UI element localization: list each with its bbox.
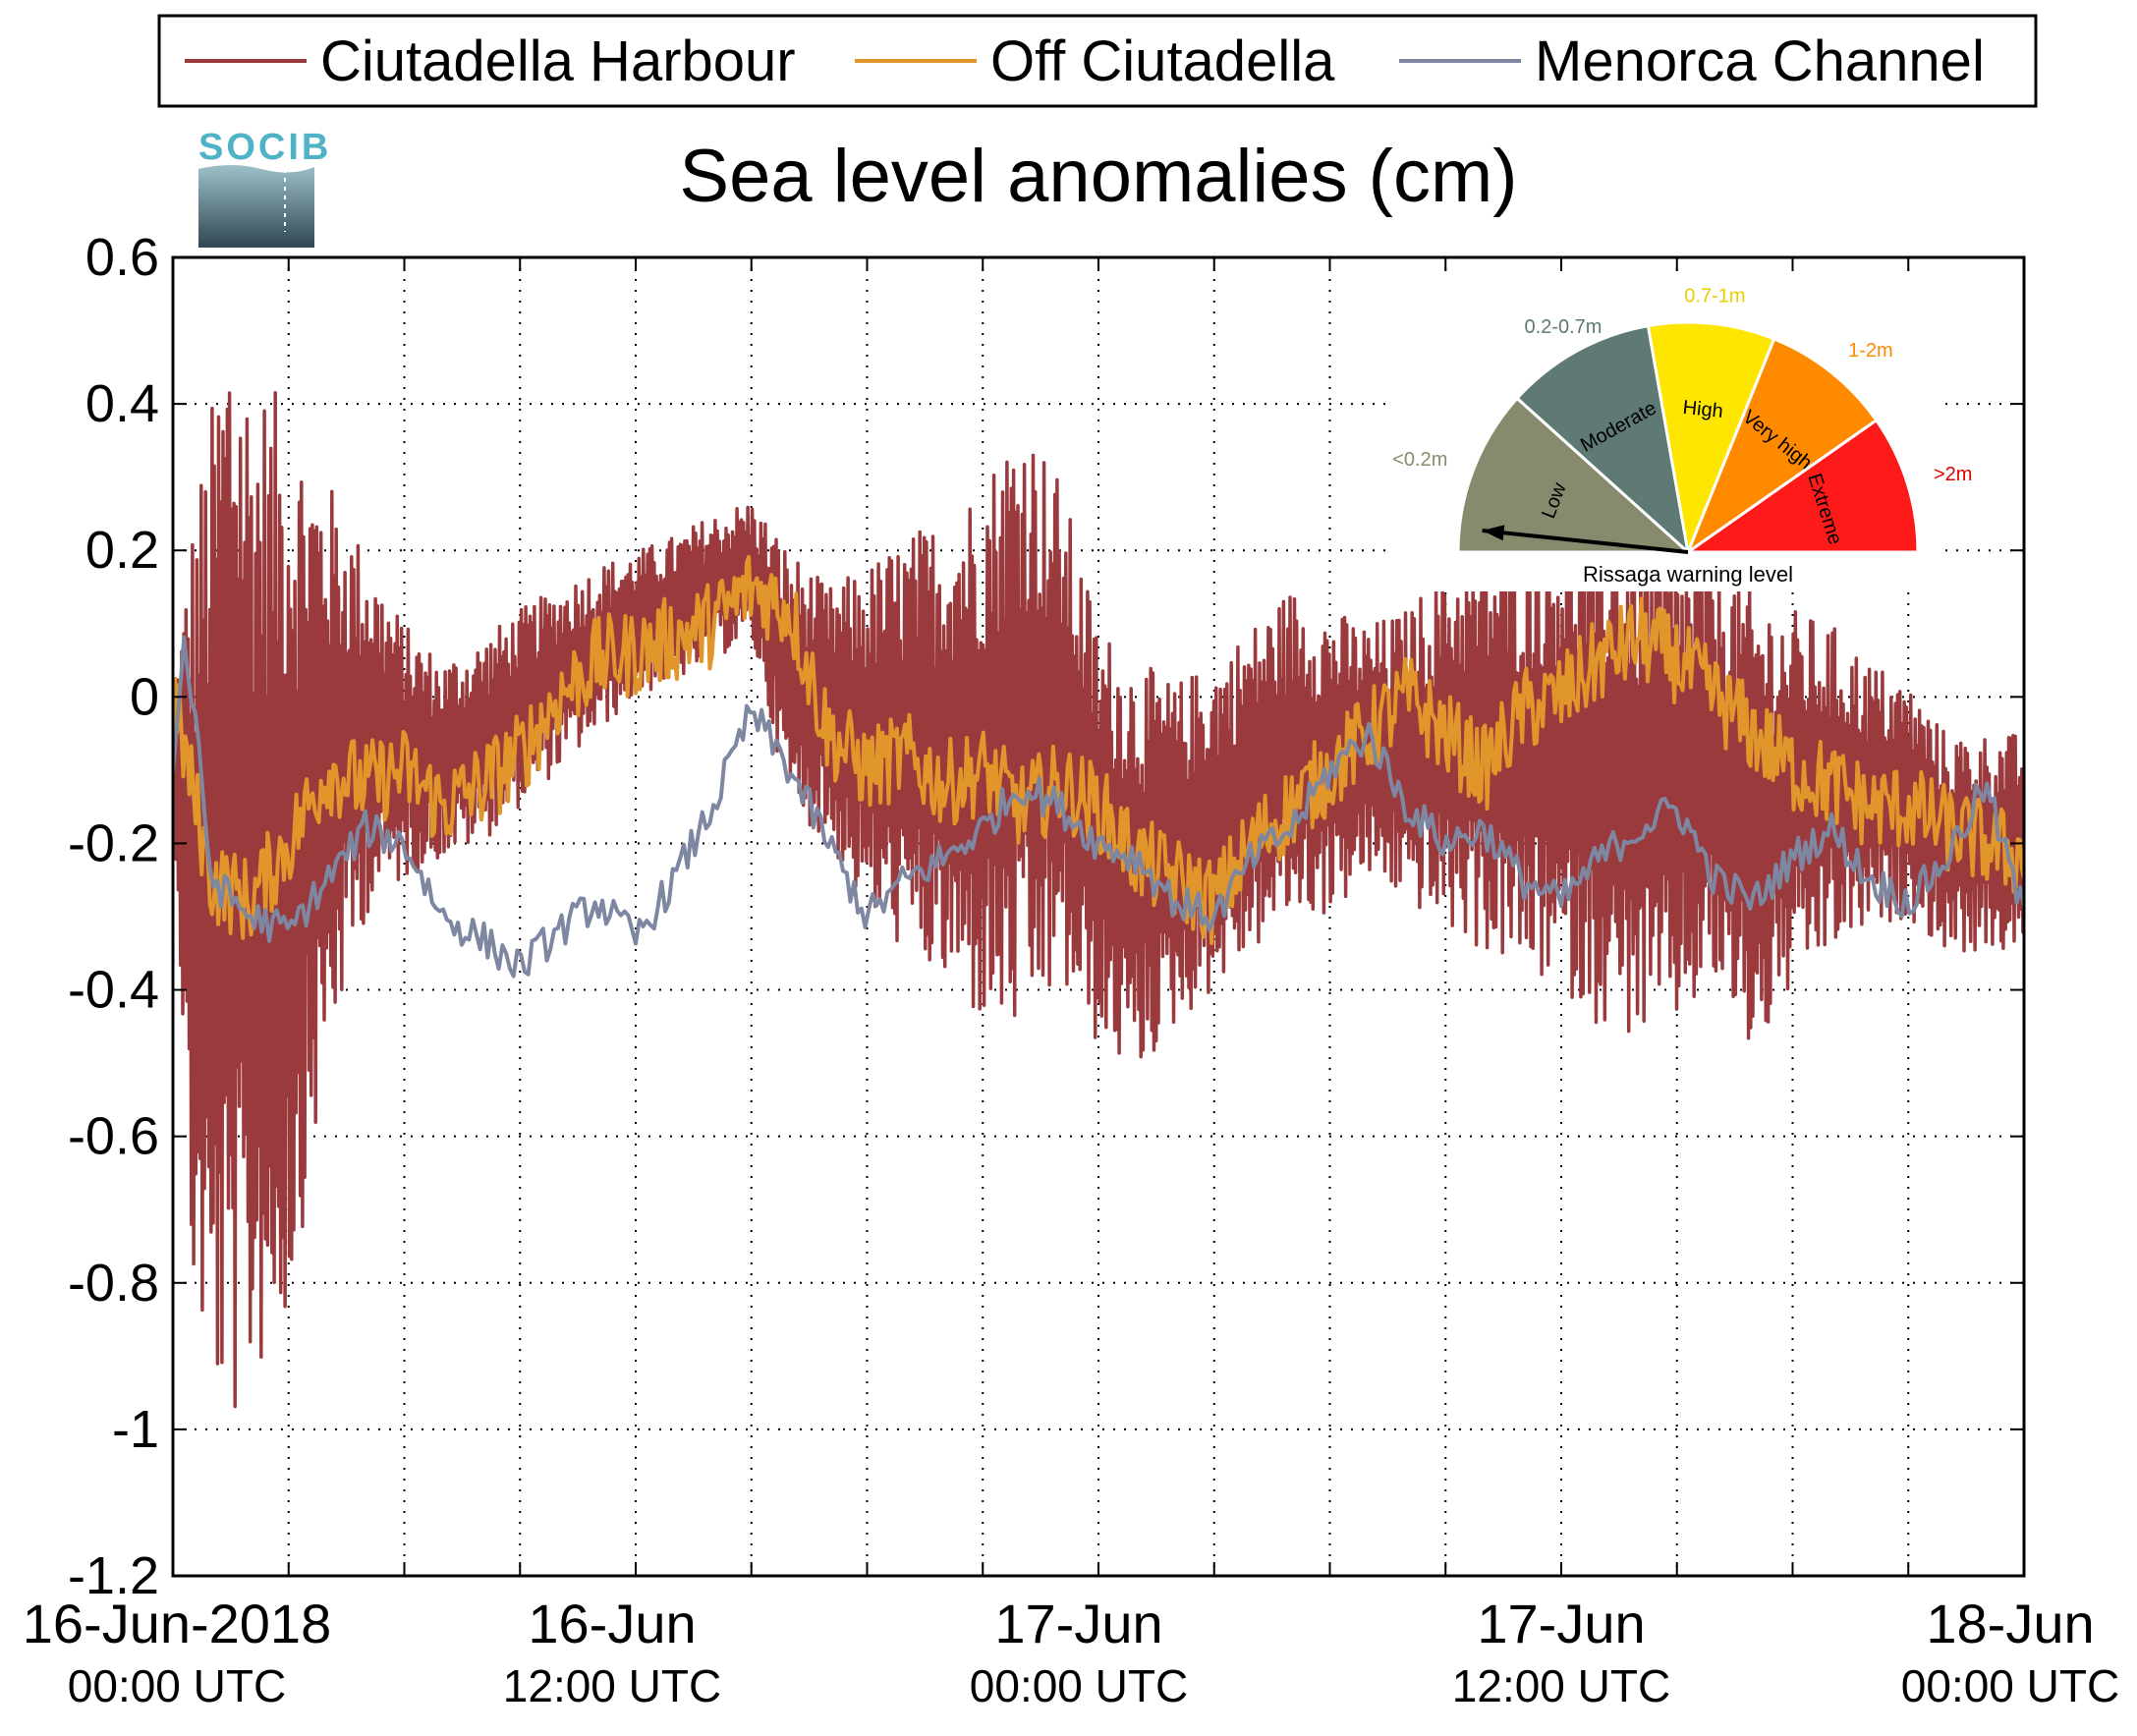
series-line-ciutadella-harbour	[173, 390, 2024, 1409]
y-tick-label: -0.2	[68, 813, 159, 872]
x-tick-label-time: 00:00 UTC	[970, 1660, 1188, 1711]
y-tick-label: -0.6	[68, 1107, 159, 1166]
socib-logo: SOCIB	[198, 127, 331, 248]
gauge-caption: Rissaga warning level	[1583, 562, 1793, 587]
gauge-segment-very-high	[1684, 337, 1879, 557]
y-tick-label: -1.2	[68, 1546, 159, 1605]
y-tick-label: -1	[112, 1400, 159, 1459]
y-tick-label: 0	[130, 667, 159, 726]
x-tick-label-time: 12:00 UTC	[1452, 1660, 1670, 1711]
gauge-range-label: <0.2m	[1392, 449, 1447, 471]
gauge-segment-high	[1646, 320, 1776, 558]
legend-label-ciutadella-harbour: Ciutadella Harbour	[320, 29, 796, 93]
legend: Ciutadella Harbour Off Ciutadella Menorc…	[157, 14, 2038, 108]
legend-label-menorca-channel: Menorca Channel	[1535, 29, 1985, 93]
x-tick-label-time: 12:00 UTC	[503, 1660, 721, 1711]
logo-wave	[198, 165, 314, 248]
chart-title: Sea level anomalies (cm)	[679, 135, 1517, 218]
x-tick-label-date: 18-Jun	[1926, 1593, 2094, 1654]
y-tick-label: 0.2	[85, 521, 159, 580]
legend-box	[157, 14, 2038, 108]
logo-text: SOCIB	[198, 127, 331, 168]
gauge-range-label: 0.2-0.7m	[1525, 316, 1603, 338]
y-axis: 0.6 0.4 0.2 0 -0.2 -0.4 -0.6 -0.8 -1 -1.2	[68, 228, 2024, 1605]
series-line-menorca-channel	[173, 635, 2024, 979]
gauge-level-label: High	[1682, 397, 1724, 422]
gauge-range-label: 1-2m	[1848, 340, 1893, 362]
x-tick-label-date: 16-Jun-2018	[23, 1593, 331, 1654]
y-tick-label: 0.6	[85, 228, 159, 287]
gauge-needle-head	[1482, 525, 1505, 541]
y-tick-label: 0.4	[85, 374, 159, 433]
gauge-range-label: >2m	[1934, 464, 1972, 485]
x-tick-label-time: 00:00 UTC	[68, 1660, 286, 1711]
gauge-needle	[1482, 529, 1689, 554]
legend-label-off-ciutadella: Off Ciutadella	[990, 29, 1335, 93]
x-axis: 16-Jun-2018 00:00 UTC 16-Jun 12:00 UTC 17-Ju…	[23, 257, 2119, 1711]
series-layer	[173, 390, 2024, 1409]
x-tick-label-date: 17-Jun	[1477, 1593, 1645, 1654]
x-tick-label-date: 17-Jun	[994, 1593, 1162, 1654]
gauge-segment-moderate	[1514, 323, 1691, 557]
gauge-range-label: 0.7-1m	[1684, 285, 1745, 307]
series-line-off-ciutadella	[173, 554, 2024, 945]
y-tick-label: -0.4	[68, 961, 159, 1020]
x-tick-label-date: 16-Jun	[528, 1593, 696, 1654]
gauge-segment-extreme	[1683, 418, 1920, 554]
x-tick-label-time: 00:00 UTC	[1901, 1660, 2119, 1711]
gauge-segment-low	[1456, 396, 1692, 554]
y-tick-label: -0.8	[68, 1254, 159, 1313]
